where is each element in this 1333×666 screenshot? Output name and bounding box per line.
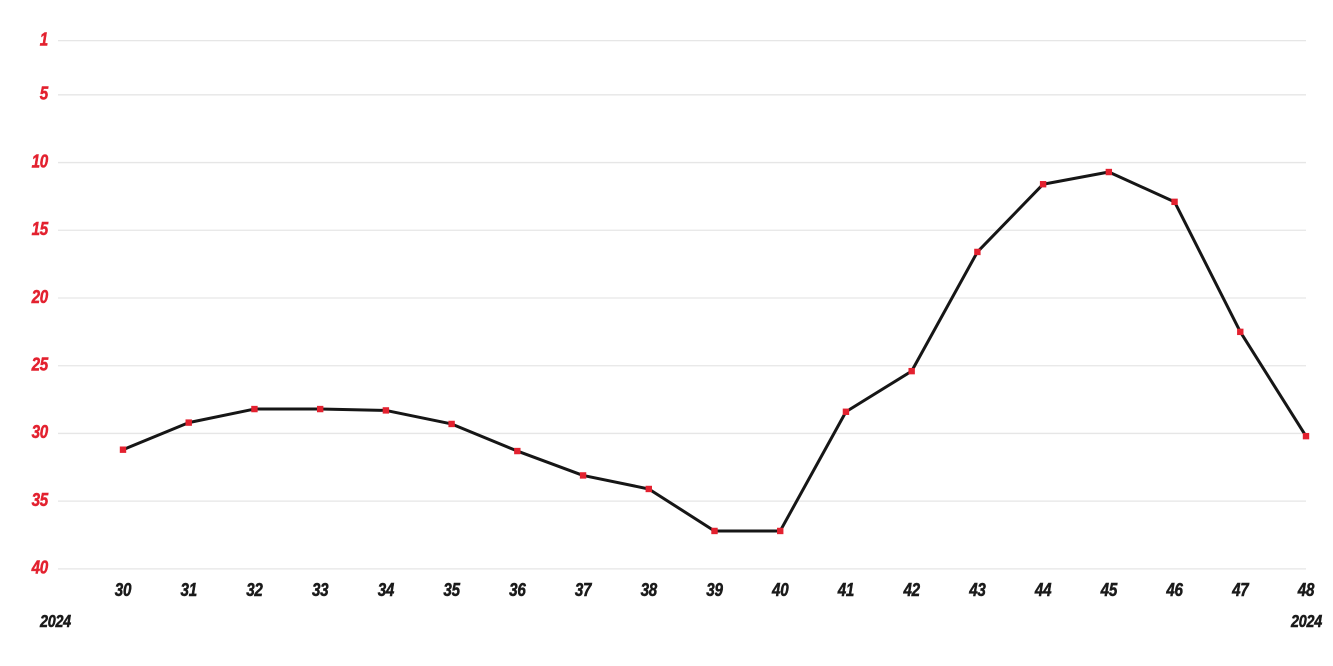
svg-text:2024: 2024 (39, 613, 71, 632)
svg-text:30: 30 (32, 422, 49, 443)
svg-text:42: 42 (903, 580, 921, 601)
svg-text:36: 36 (509, 580, 526, 601)
svg-text:41: 41 (837, 580, 854, 601)
svg-text:20: 20 (31, 286, 49, 307)
svg-text:2024: 2024 (1290, 613, 1322, 632)
svg-text:25: 25 (31, 354, 49, 375)
svg-text:35: 35 (32, 490, 49, 511)
svg-text:38: 38 (641, 580, 658, 601)
svg-text:10: 10 (32, 151, 49, 172)
svg-text:32: 32 (246, 580, 263, 601)
svg-text:39: 39 (706, 580, 723, 601)
svg-text:46: 46 (1165, 580, 1183, 601)
svg-text:47: 47 (1231, 580, 1250, 601)
svg-text:1: 1 (40, 29, 48, 50)
svg-text:35: 35 (443, 580, 460, 601)
svg-text:33: 33 (312, 580, 329, 601)
svg-text:15: 15 (32, 219, 49, 240)
svg-text:37: 37 (575, 580, 593, 601)
svg-text:30: 30 (115, 580, 132, 601)
svg-text:45: 45 (1100, 580, 1118, 601)
svg-text:40: 40 (771, 580, 789, 601)
svg-text:48: 48 (1297, 580, 1315, 601)
svg-text:43: 43 (968, 580, 986, 601)
svg-text:44: 44 (1034, 580, 1052, 601)
svg-text:34: 34 (378, 580, 395, 601)
svg-text:31: 31 (181, 580, 197, 601)
svg-text:40: 40 (31, 557, 49, 578)
svg-text:5: 5 (40, 83, 49, 104)
